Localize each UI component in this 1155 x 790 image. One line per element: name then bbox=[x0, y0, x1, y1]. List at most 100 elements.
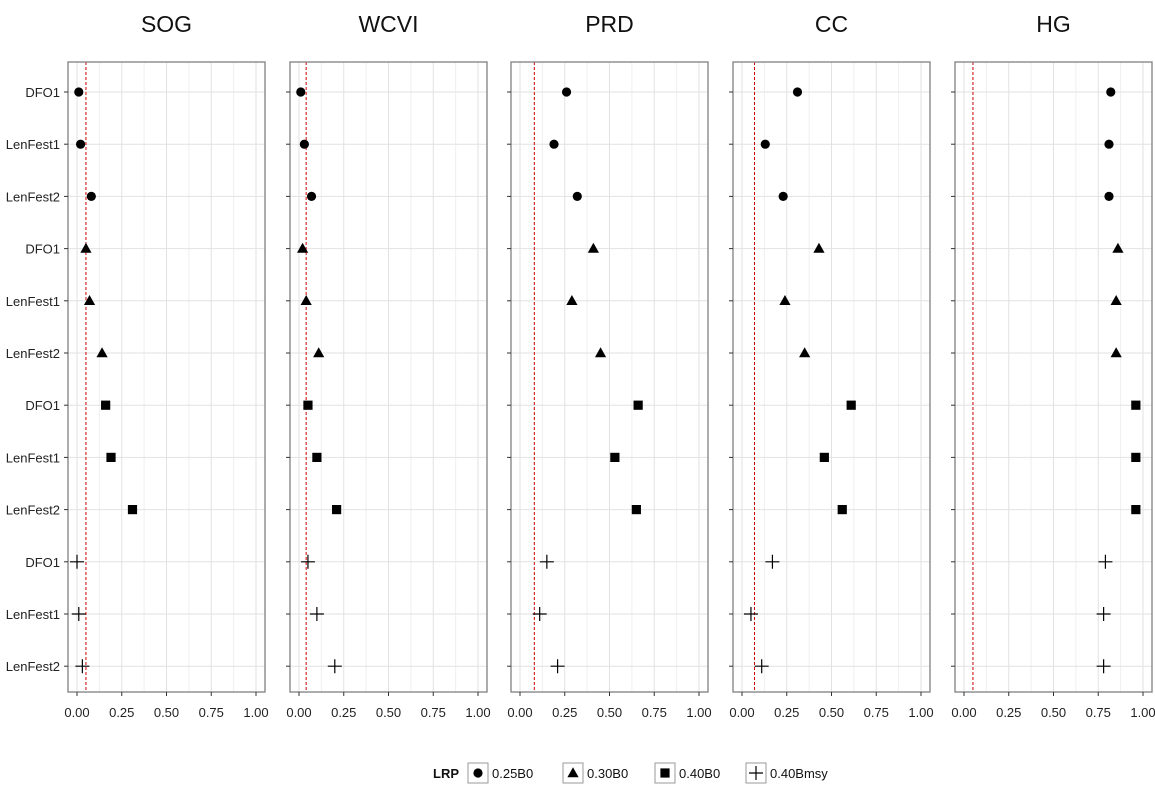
y-tick-label: DFO1 bbox=[25, 85, 60, 100]
facet-title: HG bbox=[1036, 11, 1071, 37]
data-point-triangle bbox=[313, 347, 325, 358]
data-point-circle bbox=[561, 87, 572, 97]
legend-marker-square bbox=[660, 768, 670, 778]
data-point-triangle bbox=[779, 295, 791, 305]
facet-sog: SOG DFO1 LenFest1 LenFest2 DFO1 LenFest1 LenFe… bbox=[6, 11, 269, 720]
x-tick-label: 0.75 bbox=[199, 705, 224, 720]
data-point-cross bbox=[550, 659, 565, 674]
data-point-cross bbox=[75, 659, 90, 674]
x-tick-label: 0.00 bbox=[729, 705, 754, 720]
data-point-square bbox=[127, 505, 138, 515]
legend-marker-circle bbox=[473, 768, 483, 778]
y-tick-label: LenFest1 bbox=[6, 607, 60, 622]
data-point-square bbox=[819, 452, 829, 462]
data-point-cross bbox=[71, 607, 86, 621]
data-point-triangle bbox=[96, 347, 108, 358]
data-point-circle bbox=[572, 191, 582, 201]
data-point-circle bbox=[296, 87, 306, 97]
legend-label: 0.25B0 bbox=[492, 766, 533, 781]
data-point-triangle bbox=[1112, 242, 1124, 253]
data-point-triangle bbox=[300, 295, 312, 305]
facet-prd: PRD 0.00 0.25 0.50 0.75 1.00 bbox=[507, 11, 712, 720]
x-tick-label: 0.00 bbox=[64, 705, 89, 720]
data-point-square bbox=[1131, 400, 1141, 410]
x-tick-label: 0.75 bbox=[1086, 705, 1111, 720]
x-tick-label: 0.75 bbox=[864, 705, 889, 720]
data-point-triangle bbox=[587, 242, 599, 253]
legend-entry-0-40bmsy: 0.40Bmsy bbox=[745, 762, 828, 784]
legend-label: 0.40Bmsy bbox=[770, 766, 828, 781]
x-tick-label: 0.50 bbox=[154, 705, 179, 720]
data-point-cross bbox=[70, 554, 84, 569]
data-point-cross bbox=[327, 659, 342, 674]
x-tick-label: 1.00 bbox=[243, 705, 268, 720]
data-point-square bbox=[633, 400, 643, 410]
y-tick-label: DFO1 bbox=[25, 398, 60, 413]
legend-title: LRP bbox=[433, 766, 459, 781]
x-tick-label: 0.75 bbox=[421, 705, 446, 720]
y-tick-label: LenFest2 bbox=[6, 659, 60, 674]
data-point-circle bbox=[760, 139, 770, 149]
data-point-circle bbox=[299, 139, 309, 149]
data-point-circle bbox=[549, 139, 559, 149]
y-tick-label: LenFest1 bbox=[6, 137, 60, 152]
data-point-square bbox=[101, 400, 111, 410]
data-point-cross bbox=[309, 607, 324, 621]
legend-entry-0-30b0: 0.30B0 bbox=[562, 762, 628, 784]
data-point-circle bbox=[75, 139, 86, 149]
data-point-cross bbox=[532, 607, 547, 621]
data-point-square bbox=[631, 505, 641, 515]
data-point-triangle bbox=[1110, 347, 1122, 358]
data-point-triangle bbox=[83, 295, 96, 305]
facet-title: SOG bbox=[141, 11, 192, 37]
data-point-circle bbox=[778, 191, 788, 201]
y-tick-label: DFO1 bbox=[25, 555, 60, 570]
x-tick-label: 0.50 bbox=[819, 705, 844, 720]
legend-marker-cross bbox=[749, 766, 763, 780]
data-point-triangle bbox=[296, 242, 309, 253]
legend-label: 0.30B0 bbox=[587, 766, 628, 781]
data-point-square bbox=[303, 400, 313, 410]
y-tick-label: LenFest2 bbox=[6, 503, 60, 518]
data-point-circle bbox=[306, 191, 317, 201]
x-tick-label: 0.00 bbox=[507, 705, 532, 720]
data-point-circle bbox=[1104, 139, 1114, 149]
x-tick-label: 1.00 bbox=[686, 705, 711, 720]
x-tick-label: 1.00 bbox=[908, 705, 933, 720]
data-point-cross bbox=[1098, 554, 1113, 569]
data-point-circle bbox=[1106, 87, 1116, 97]
data-point-cross bbox=[743, 607, 758, 621]
y-tick-label: LenFest1 bbox=[6, 294, 60, 309]
x-tick-label: 0.75 bbox=[642, 705, 667, 720]
data-point-cross bbox=[1096, 607, 1111, 621]
x-tick-label: 0.50 bbox=[376, 705, 401, 720]
legend: LRP 0.25B0 0.30B0 0.40B0 0.40Bmsy bbox=[433, 762, 828, 784]
data-point-circle bbox=[792, 87, 803, 97]
data-point-triangle bbox=[813, 242, 825, 253]
data-point-square bbox=[106, 452, 116, 462]
data-point-cross bbox=[300, 554, 315, 569]
data-point-square bbox=[331, 505, 342, 515]
y-tick-label: LenFest2 bbox=[6, 189, 60, 204]
x-tick-label: 1.00 bbox=[1130, 705, 1155, 720]
data-point-square bbox=[610, 452, 620, 462]
y-tick-label: DFO1 bbox=[25, 242, 60, 257]
x-tick-label: 0.25 bbox=[109, 705, 134, 720]
data-point-square bbox=[837, 505, 847, 515]
facet-title: CC bbox=[815, 11, 848, 37]
x-tick-label: 0.00 bbox=[286, 705, 311, 720]
data-point-circle bbox=[1104, 191, 1114, 201]
data-point-circle bbox=[86, 191, 96, 201]
data-point-circle bbox=[74, 87, 84, 97]
x-tick-label: 0.00 bbox=[951, 705, 976, 720]
facet-title: WCVI bbox=[358, 11, 418, 37]
x-tick-label: 1.00 bbox=[465, 705, 490, 720]
x-tick-label: 0.25 bbox=[774, 705, 799, 720]
data-point-square bbox=[846, 400, 856, 410]
legend-entry-0-25b0: 0.25B0 bbox=[467, 762, 533, 784]
y-tick-label: LenFest2 bbox=[6, 346, 60, 361]
facet-wcvi: WCVI 0.00 0.25 0.50 0.75 1.00 bbox=[286, 11, 491, 720]
data-point-triangle bbox=[594, 347, 607, 358]
y-tick-label: LenFest1 bbox=[6, 450, 60, 465]
